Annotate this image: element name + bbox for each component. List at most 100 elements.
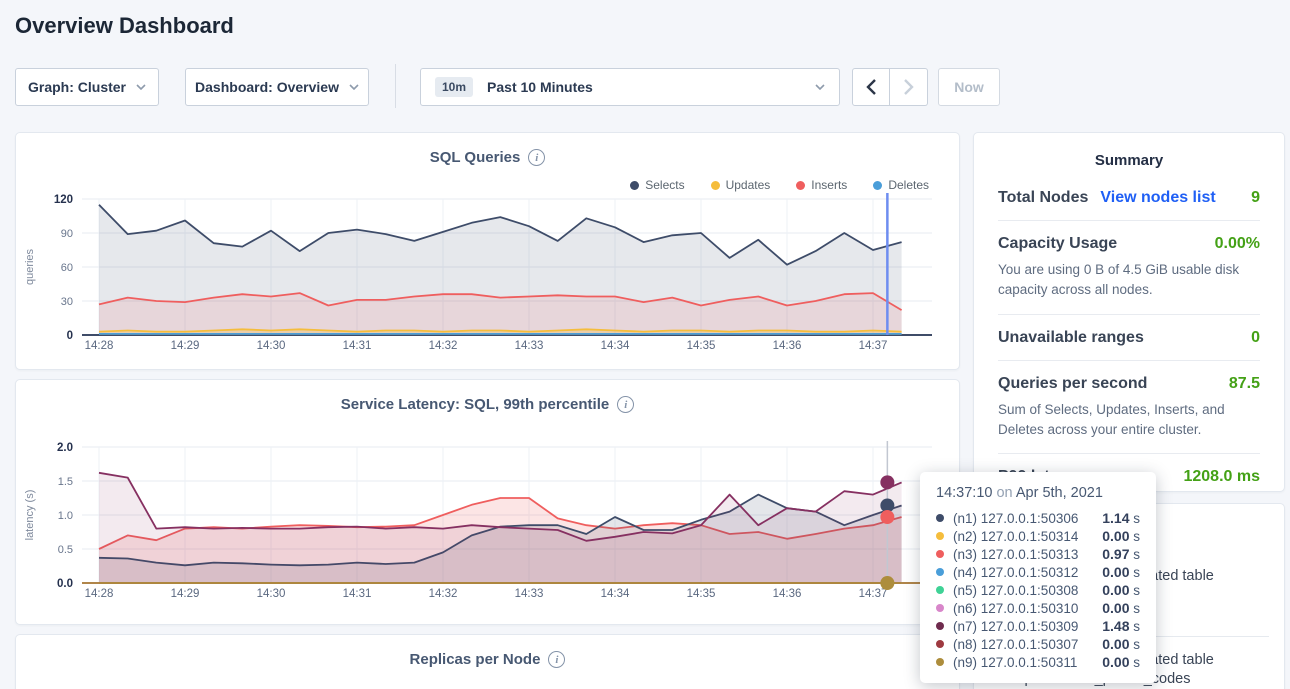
svg-text:30: 30: [61, 296, 73, 308]
node-latency-value: 1.14 s: [1102, 510, 1140, 526]
svg-text:14:31: 14:31: [343, 340, 372, 352]
node-latency-value: 0.00 s: [1102, 582, 1140, 598]
replicas-per-node-panel: Replicas per Node i: [15, 634, 960, 689]
node-color-dot: [936, 514, 944, 522]
toolbar-divider: [395, 64, 396, 108]
chevron-down-icon: [815, 84, 825, 90]
svg-text:14:28: 14:28: [85, 588, 114, 600]
node-address: (n6) 127.0.0.1:50310: [953, 601, 1102, 616]
page-title: Overview Dashboard: [15, 13, 234, 39]
chart-tooltip-rows: (n1) 127.0.0.1:503061.14 s(n2) 127.0.0.1…: [936, 509, 1140, 671]
tooltip-node-row: (n8) 127.0.0.1:503070.00 s: [936, 635, 1140, 653]
svg-text:14:32: 14:32: [429, 340, 458, 352]
svg-text:14:29: 14:29: [171, 588, 200, 600]
svg-text:14:31: 14:31: [343, 588, 372, 600]
summary-row-queries-per-second: Queries per second 87.5 Sum of Selects, …: [998, 361, 1260, 455]
summary-value: 0: [1251, 329, 1260, 347]
chart-title: SQL Queries: [430, 149, 521, 166]
svg-text:14:28: 14:28: [85, 340, 114, 352]
node-latency-value: 0.00 s: [1102, 528, 1140, 544]
summary-value: 9: [1251, 189, 1260, 207]
tooltip-date-prefix: on: [996, 485, 1012, 501]
summary-row-unavailable-ranges: Unavailable ranges 0: [998, 315, 1260, 361]
sql-queries-chart[interactable]: 030609012014:2814:2914:3014:3114:3214:33…: [17, 189, 960, 369]
tooltip-time: 14:37:10: [936, 485, 992, 501]
time-range-badge: 10m: [435, 77, 473, 97]
next-range-button[interactable]: [890, 68, 928, 106]
chevron-down-icon: [349, 84, 359, 90]
info-icon[interactable]: i: [617, 396, 634, 413]
summary-value: 0.00%: [1215, 235, 1260, 253]
info-icon[interactable]: i: [548, 651, 565, 668]
tooltip-node-row: (n4) 127.0.0.1:503120.00 s: [936, 563, 1140, 581]
svg-text:2.0: 2.0: [57, 442, 73, 454]
time-range-label: Past 10 Minutes: [487, 79, 805, 95]
svg-text:1.5: 1.5: [58, 476, 73, 488]
svg-text:14:36: 14:36: [773, 588, 802, 600]
summary-panel: Summary Total Nodes View nodes list 9 Ca…: [973, 132, 1285, 492]
summary-label: Capacity Usage: [998, 235, 1117, 253]
dashboard-selector-dropdown[interactable]: Dashboard: Overview: [185, 68, 369, 106]
node-latency-value: 0.00 s: [1102, 654, 1140, 670]
node-address: (n7) 127.0.0.1:50309: [953, 619, 1102, 634]
info-icon[interactable]: i: [528, 149, 545, 166]
svg-text:90: 90: [61, 228, 73, 240]
tooltip-node-row: (n7) 127.0.0.1:503091.48 s: [936, 617, 1140, 635]
summary-row-capacity-usage: Capacity Usage 0.00% You are using 0 B o…: [998, 221, 1260, 315]
node-latency-value: 0.00 s: [1102, 636, 1140, 652]
node-address: (n9) 127.0.0.1:50311: [953, 655, 1102, 670]
svg-text:14:37: 14:37: [859, 340, 888, 352]
node-address: (n2) 127.0.0.1:50314: [953, 529, 1102, 544]
service-latency-chart[interactable]: 0.00.51.01.52.014:2814:2914:3014:3114:32…: [17, 440, 960, 626]
node-color-dot: [936, 550, 944, 558]
summary-title: Summary: [974, 133, 1284, 169]
svg-text:14:35: 14:35: [687, 588, 716, 600]
tooltip-node-row: (n3) 127.0.0.1:503130.97 s: [936, 545, 1140, 563]
node-color-dot: [936, 568, 944, 576]
node-address: (n1) 127.0.0.1:50306: [953, 511, 1102, 526]
hover-tooltip: 14:37:10 on Apr 5th, 2021 (n1) 127.0.0.1…: [920, 472, 1156, 683]
svg-text:14:30: 14:30: [257, 340, 286, 352]
time-range-selector[interactable]: 10m Past 10 Minutes: [420, 68, 840, 106]
time-range-pager: [852, 68, 928, 106]
now-button[interactable]: Now: [938, 68, 1000, 106]
svg-text:14:36: 14:36: [773, 340, 802, 352]
node-address: (n5) 127.0.0.1:50308: [953, 583, 1102, 598]
node-address: (n3) 127.0.0.1:50313: [953, 547, 1102, 562]
svg-text:14:32: 14:32: [429, 588, 458, 600]
node-color-dot: [936, 604, 944, 612]
node-latency-value: 1.48 s: [1102, 618, 1140, 634]
service-latency-panel: Service Latency: SQL, 99th percentile i …: [15, 379, 960, 625]
summary-label: Unavailable ranges: [998, 329, 1144, 347]
svg-text:14:30: 14:30: [257, 588, 286, 600]
tooltip-date: Apr 5th, 2021: [1016, 485, 1103, 501]
node-address: (n8) 127.0.0.1:50307: [953, 637, 1102, 652]
tooltip-node-row: (n9) 127.0.0.1:503110.00 s: [936, 653, 1140, 671]
graph-selector-dropdown[interactable]: Graph: Cluster: [15, 68, 159, 106]
node-color-dot: [936, 532, 944, 540]
summary-description: Sum of Selects, Updates, Inserts, and De…: [998, 400, 1260, 441]
node-latency-value: 0.97 s: [1102, 546, 1140, 562]
now-button-label: Now: [954, 79, 984, 95]
chevron-right-icon: [903, 79, 914, 95]
svg-text:latency (s): latency (s): [24, 490, 36, 541]
svg-text:1.0: 1.0: [58, 510, 73, 522]
chart-title: Service Latency: SQL, 99th percentile: [341, 396, 609, 413]
summary-description: You are using 0 B of 4.5 GiB usable disk…: [998, 260, 1260, 301]
svg-text:0: 0: [67, 330, 73, 342]
chevron-down-icon: [136, 84, 146, 90]
tooltip-node-row: (n1) 127.0.0.1:503061.14 s: [936, 509, 1140, 527]
svg-text:60: 60: [61, 262, 73, 274]
previous-range-button[interactable]: [852, 68, 890, 106]
chart-title: Replicas per Node: [410, 651, 541, 668]
summary-value: 87.5: [1229, 375, 1260, 393]
summary-value: 1208.0 ms: [1183, 468, 1260, 486]
svg-text:0.0: 0.0: [57, 578, 73, 590]
svg-text:14:33: 14:33: [515, 340, 544, 352]
tooltip-timestamp: 14:37:10 on Apr 5th, 2021: [936, 485, 1140, 501]
node-color-dot: [936, 640, 944, 648]
node-latency-value: 0.00 s: [1102, 600, 1140, 616]
node-address: (n4) 127.0.0.1:50312: [953, 565, 1102, 580]
sql-queries-panel: SQL Queries i Selects Updates Inserts De…: [15, 132, 960, 370]
view-nodes-list-link[interactable]: View nodes list: [1100, 189, 1215, 207]
